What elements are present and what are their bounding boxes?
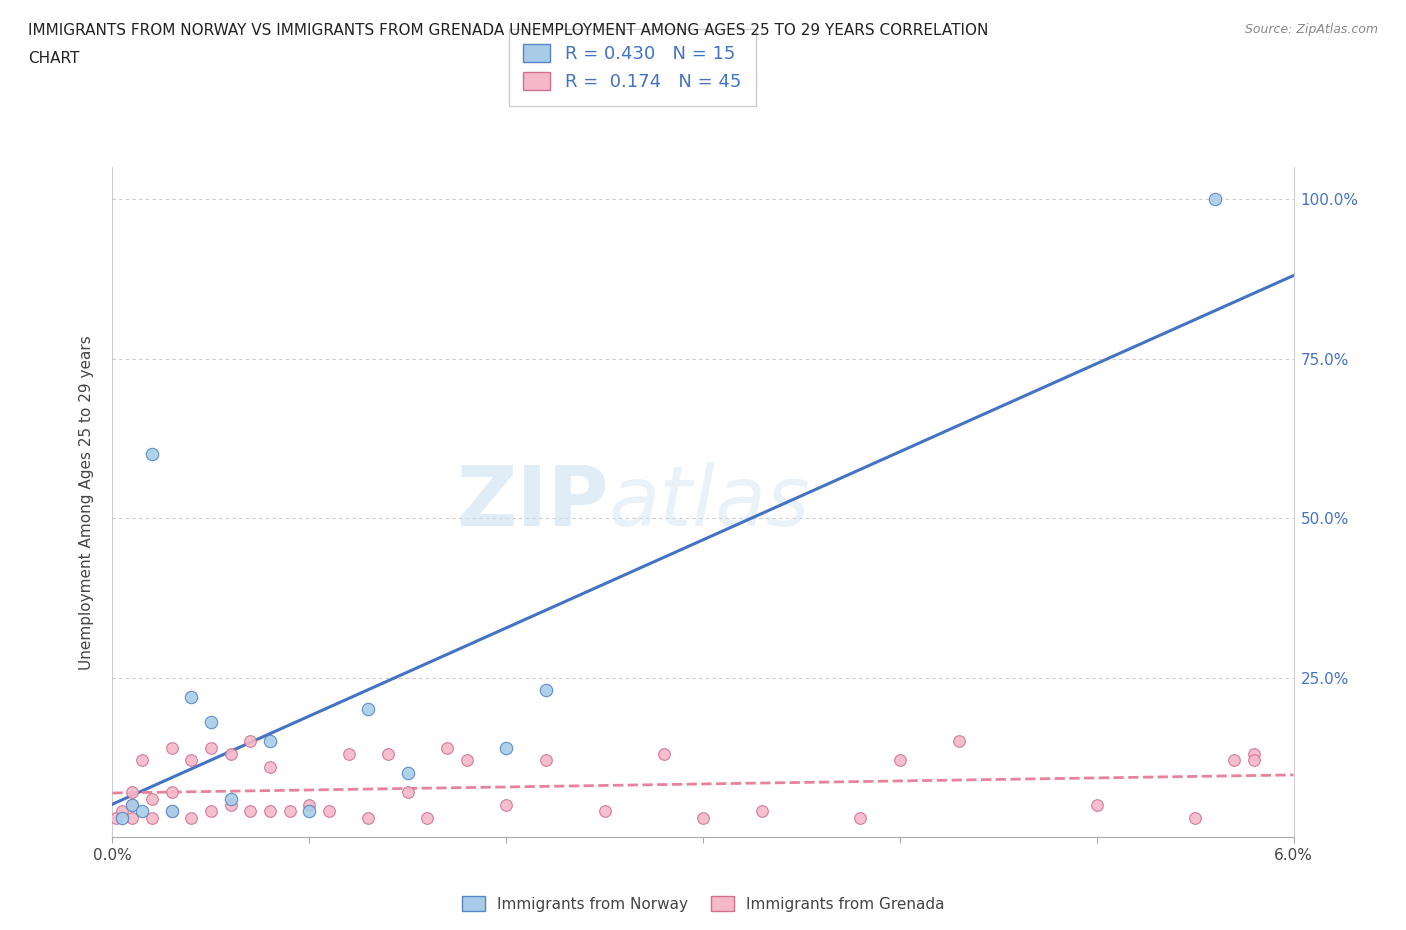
Point: [121, 785, 143, 800]
Point: [692, 810, 714, 825]
Point: [298, 804, 321, 819]
Legend: Immigrants from Norway, Immigrants from Grenada: Immigrants from Norway, Immigrants from …: [456, 889, 950, 918]
Y-axis label: Unemployment Among Ages 25 to 29 years: Unemployment Among Ages 25 to 29 years: [79, 335, 94, 670]
Point: [121, 798, 143, 813]
Point: [337, 747, 360, 762]
Point: [1243, 753, 1265, 768]
Point: [396, 765, 419, 780]
Text: atlas: atlas: [609, 461, 810, 543]
Point: [141, 447, 163, 462]
Point: [1184, 810, 1206, 825]
Point: [357, 702, 380, 717]
Point: [534, 683, 557, 698]
Point: [534, 753, 557, 768]
Point: [131, 753, 153, 768]
Point: [160, 804, 183, 819]
Point: [751, 804, 773, 819]
Point: [121, 798, 143, 813]
Point: [495, 798, 517, 813]
Point: [239, 734, 262, 749]
Text: ZIP: ZIP: [456, 461, 609, 543]
Point: [141, 810, 163, 825]
Point: [160, 785, 183, 800]
Point: [495, 740, 517, 755]
Point: [219, 791, 242, 806]
Text: CHART: CHART: [28, 51, 80, 66]
Point: [200, 740, 222, 755]
Point: [1085, 798, 1108, 813]
Point: [219, 798, 242, 813]
Point: [180, 689, 202, 704]
Point: [652, 747, 675, 762]
Point: [456, 753, 478, 768]
Point: [160, 804, 183, 819]
Point: [259, 734, 281, 749]
Point: [200, 715, 222, 730]
Point: [121, 810, 143, 825]
Point: [593, 804, 616, 819]
Point: [200, 804, 222, 819]
Point: [1204, 192, 1226, 206]
Point: [219, 747, 242, 762]
Point: [318, 804, 340, 819]
Legend: R = 0.430   N = 15, R =  0.174   N = 45: R = 0.430 N = 15, R = 0.174 N = 45: [509, 29, 755, 106]
Point: [1243, 747, 1265, 762]
Point: [111, 804, 134, 819]
Point: [416, 810, 439, 825]
Point: [239, 804, 262, 819]
Point: [105, 810, 128, 825]
Point: [278, 804, 301, 819]
Point: [180, 810, 202, 825]
Point: [396, 785, 419, 800]
Point: [357, 810, 380, 825]
Point: [889, 753, 911, 768]
Point: [131, 804, 153, 819]
Text: IMMIGRANTS FROM NORWAY VS IMMIGRANTS FROM GRENADA UNEMPLOYMENT AMONG AGES 25 TO : IMMIGRANTS FROM NORWAY VS IMMIGRANTS FRO…: [28, 23, 988, 38]
Point: [436, 740, 458, 755]
Point: [160, 740, 183, 755]
Point: [259, 760, 281, 775]
Point: [298, 798, 321, 813]
Point: [1223, 753, 1246, 768]
Point: [111, 810, 134, 825]
Point: [141, 791, 163, 806]
Point: [849, 810, 872, 825]
Point: [377, 747, 399, 762]
Point: [259, 804, 281, 819]
Point: [180, 753, 202, 768]
Point: [948, 734, 970, 749]
Text: Source: ZipAtlas.com: Source: ZipAtlas.com: [1244, 23, 1378, 36]
